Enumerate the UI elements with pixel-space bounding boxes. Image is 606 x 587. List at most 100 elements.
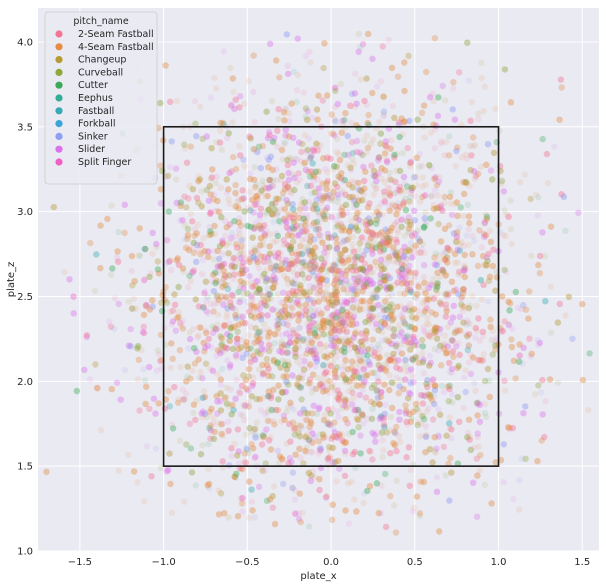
data-point bbox=[250, 306, 257, 313]
data-point bbox=[256, 313, 264, 321]
data-point bbox=[197, 103, 204, 111]
data-point bbox=[263, 154, 271, 161]
data-point bbox=[296, 324, 303, 332]
data-point bbox=[274, 330, 282, 337]
data-point bbox=[288, 190, 295, 197]
data-point bbox=[243, 445, 250, 452]
data-point bbox=[192, 296, 199, 303]
data-point bbox=[218, 335, 225, 342]
data-point bbox=[242, 319, 249, 327]
data-point bbox=[368, 346, 375, 354]
data-point bbox=[209, 420, 217, 427]
data-point bbox=[376, 311, 383, 319]
data-point bbox=[238, 246, 245, 253]
data-point bbox=[327, 130, 335, 137]
data-point bbox=[261, 253, 268, 261]
data-point bbox=[375, 154, 382, 161]
data-point bbox=[223, 293, 230, 301]
data-point bbox=[341, 344, 348, 351]
data-point bbox=[427, 294, 435, 301]
data-point bbox=[466, 302, 474, 309]
data-point bbox=[349, 241, 356, 248]
data-point bbox=[382, 138, 390, 145]
data-point bbox=[359, 413, 367, 420]
data-point bbox=[224, 356, 231, 364]
data-point bbox=[369, 269, 376, 276]
data-point bbox=[443, 254, 451, 261]
data-point bbox=[339, 259, 346, 266]
data-point bbox=[348, 119, 355, 127]
data-point bbox=[311, 255, 318, 262]
data-point bbox=[273, 265, 281, 272]
data-point bbox=[207, 191, 214, 198]
data-point bbox=[310, 337, 317, 344]
data-point bbox=[411, 248, 418, 256]
data-point bbox=[407, 193, 414, 201]
data-point bbox=[207, 300, 214, 308]
data-point bbox=[458, 271, 465, 278]
data-point bbox=[290, 268, 297, 276]
data-point bbox=[463, 321, 470, 328]
data-point bbox=[461, 251, 468, 259]
data-point bbox=[347, 164, 354, 172]
data-point bbox=[352, 254, 359, 262]
data-point bbox=[310, 283, 317, 291]
data-point bbox=[407, 287, 415, 294]
data-point bbox=[485, 298, 492, 305]
data-point bbox=[333, 216, 340, 224]
data-point bbox=[318, 380, 326, 387]
data-point bbox=[411, 325, 418, 332]
data-point bbox=[423, 320, 431, 327]
data-point bbox=[334, 329, 341, 336]
data-point bbox=[354, 347, 361, 355]
data-point bbox=[328, 266, 335, 273]
data-point bbox=[173, 97, 181, 105]
data-point bbox=[264, 285, 271, 292]
data-point bbox=[298, 200, 305, 208]
data-point bbox=[270, 238, 277, 246]
data-point bbox=[344, 377, 352, 384]
data-point bbox=[362, 373, 370, 380]
data-point bbox=[298, 211, 306, 218]
data-point bbox=[435, 347, 442, 354]
data-point bbox=[465, 226, 472, 233]
data-point bbox=[478, 296, 486, 303]
data-point bbox=[268, 97, 276, 105]
data-point bbox=[386, 283, 394, 290]
data-point bbox=[288, 246, 295, 253]
data-point bbox=[357, 218, 364, 225]
data-point bbox=[269, 138, 277, 145]
data-point bbox=[301, 275, 309, 282]
data-point bbox=[295, 344, 302, 352]
data-point bbox=[405, 228, 412, 236]
data-point bbox=[433, 286, 440, 293]
data-point bbox=[441, 332, 449, 339]
data-point bbox=[420, 357, 427, 364]
data-point bbox=[446, 368, 453, 376]
data-point bbox=[401, 357, 408, 364]
data-point bbox=[210, 191, 218, 198]
data-point bbox=[346, 226, 353, 233]
data-point bbox=[218, 343, 225, 350]
data-point bbox=[236, 215, 243, 222]
data-point bbox=[420, 273, 428, 281]
data-point bbox=[287, 296, 294, 303]
data-point bbox=[344, 480, 352, 487]
data-point bbox=[283, 197, 290, 204]
data-point bbox=[373, 263, 381, 270]
data-point bbox=[427, 129, 435, 136]
data-point bbox=[202, 344, 209, 351]
data-point bbox=[291, 496, 299, 503]
data-point bbox=[422, 209, 429, 216]
data-point bbox=[200, 234, 207, 242]
data-point bbox=[207, 365, 214, 373]
data-point bbox=[456, 327, 464, 334]
data-point bbox=[225, 195, 232, 203]
data-point bbox=[462, 367, 469, 374]
data-point bbox=[163, 468, 171, 475]
data-point bbox=[465, 241, 472, 249]
data-point bbox=[329, 405, 336, 412]
data-point bbox=[134, 376, 142, 383]
data-point bbox=[303, 449, 310, 456]
data-point bbox=[462, 151, 469, 158]
